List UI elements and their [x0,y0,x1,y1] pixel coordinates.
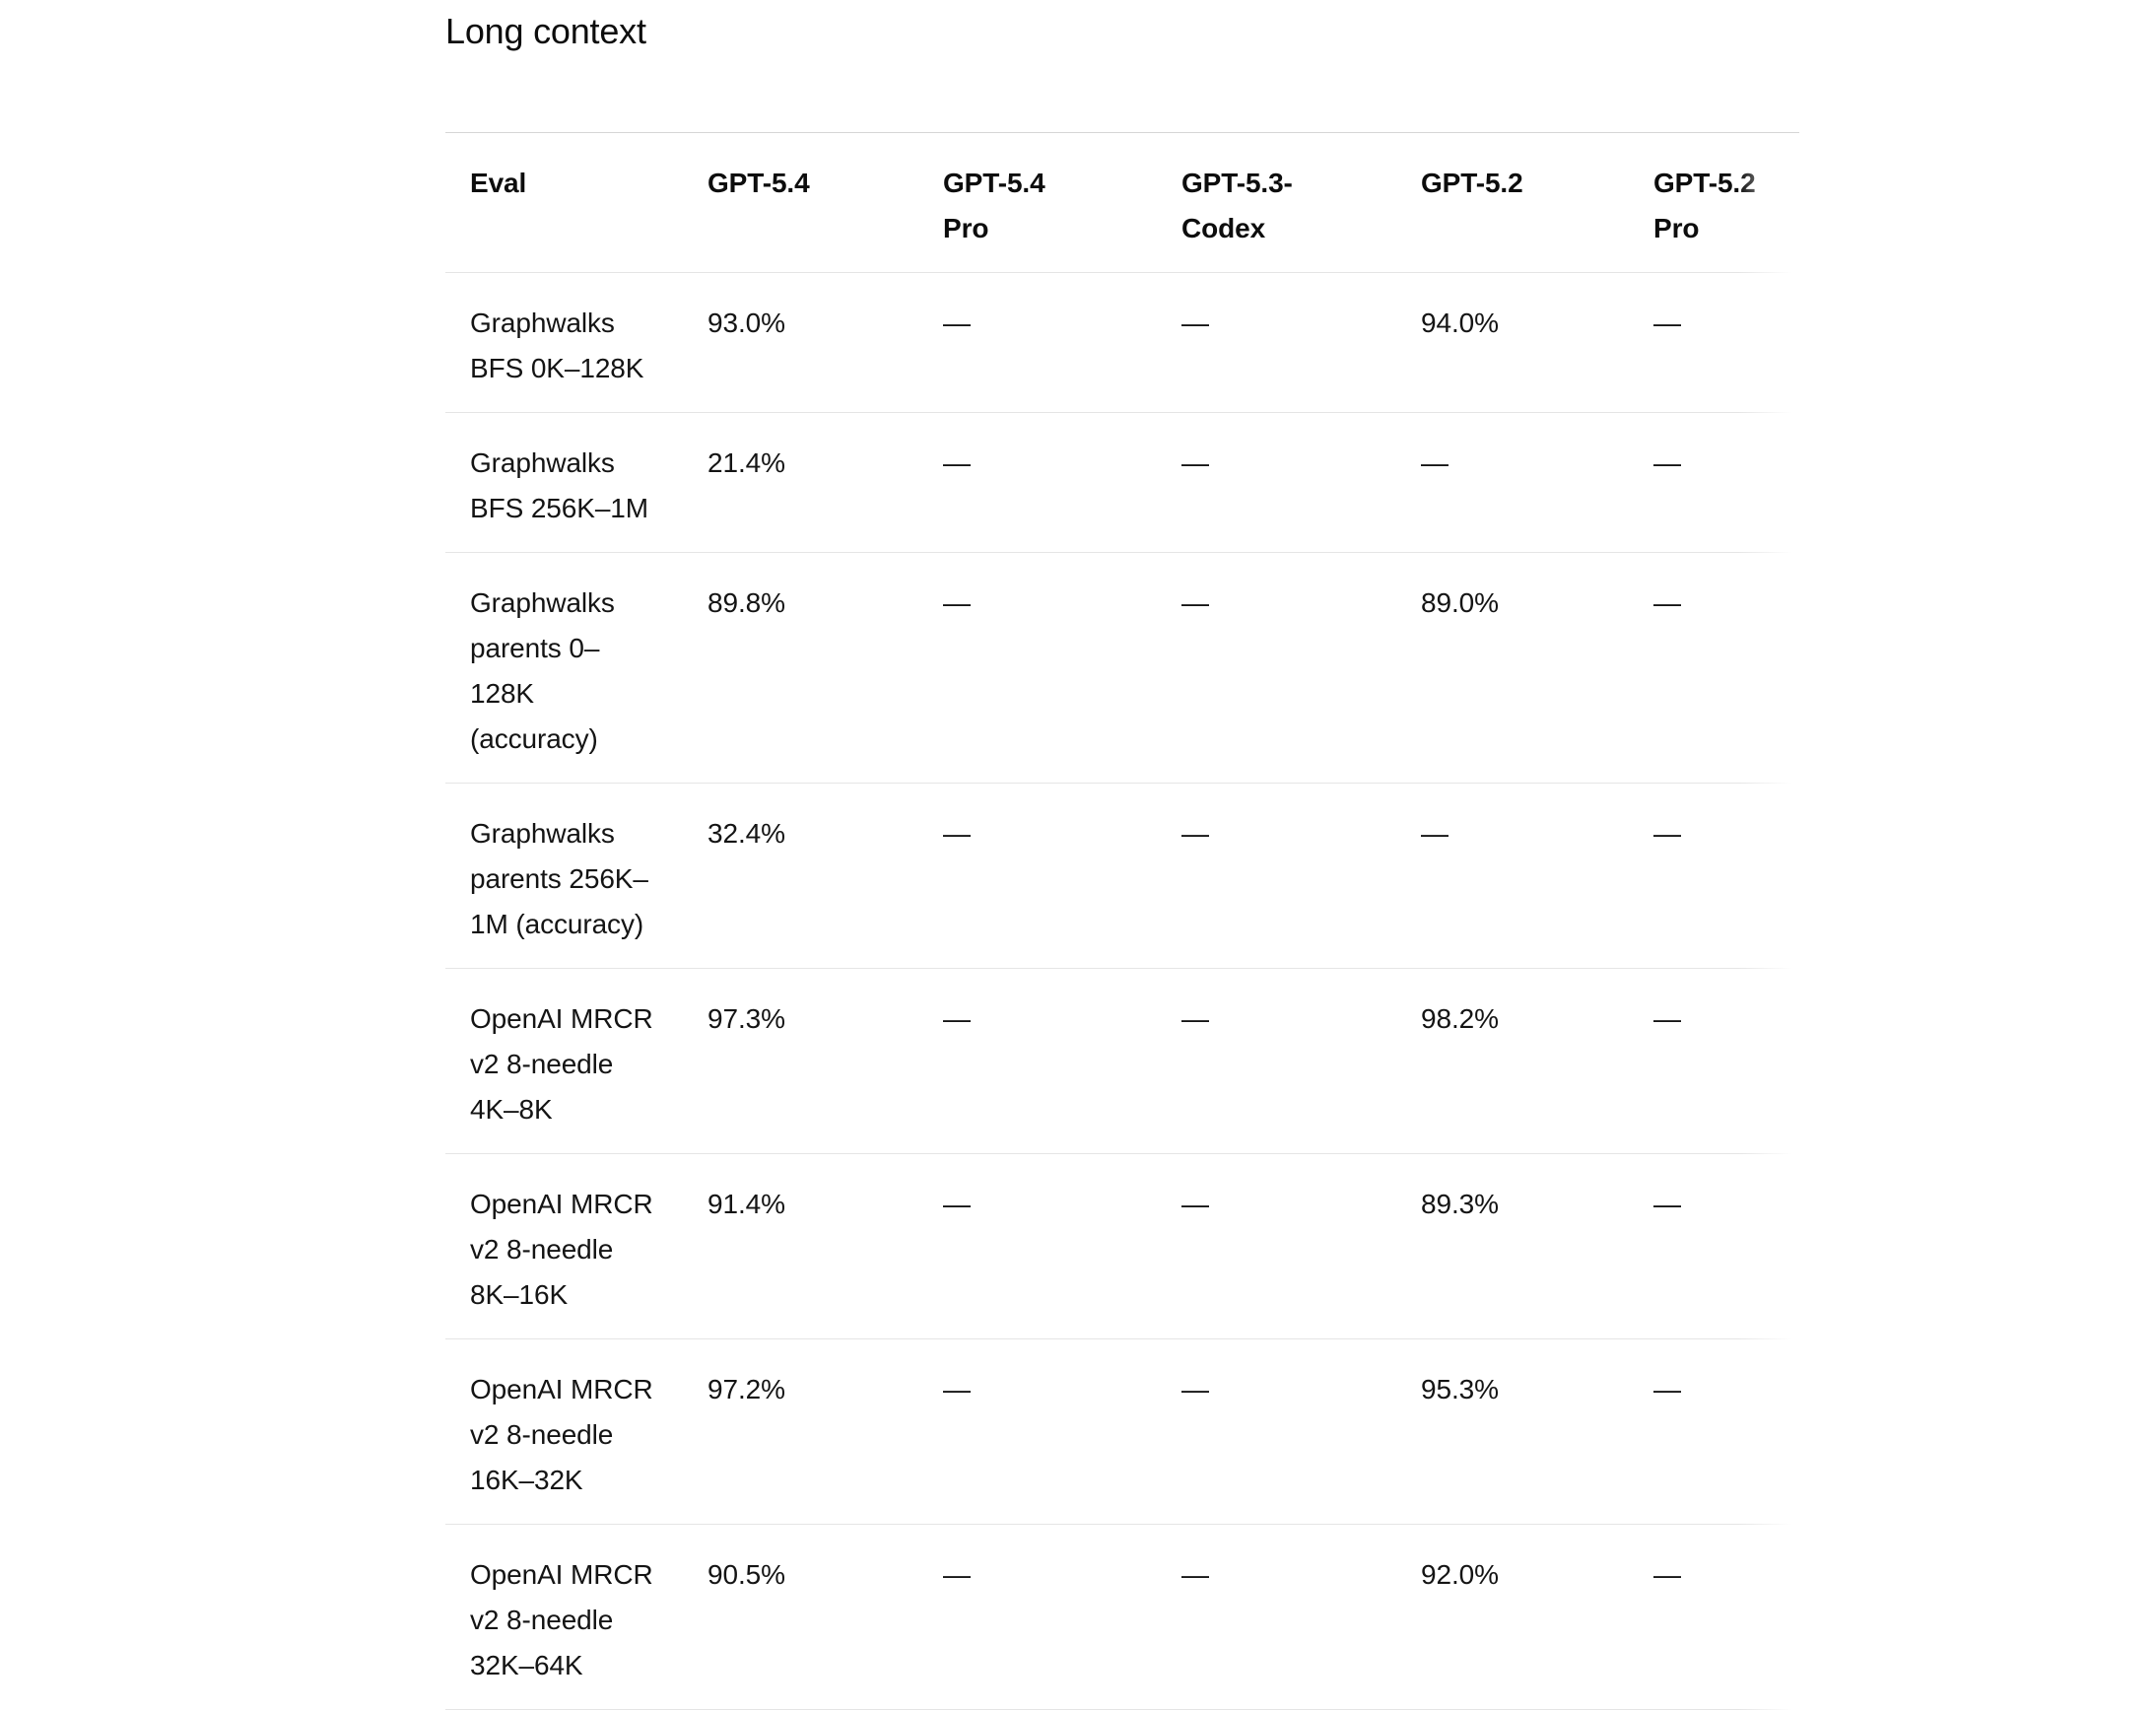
table-row: Graphwalks parents 256K– 1M (accuracy) 32.4… [445,784,1799,969]
value-cell-empty: — [943,587,971,618]
text-line: OpenAI MRCR [470,1189,653,1219]
value-cell-empty: — [943,1189,971,1219]
section-title: Long context [445,11,646,51]
value-cell-empty: — [1181,1559,1209,1590]
table-row: OpenAI MRCR v2 8-needle 32K–64K 90.5% — — 92.0… [445,1525,1799,1710]
value-cell-empty: — [1653,818,1681,849]
value-cell-empty: — [943,1003,971,1034]
value-cell-empty: — [1181,1189,1209,1219]
value-cell: 92.0% [1421,1559,1499,1590]
text-line: parents 256K– [470,863,648,894]
value-cell-empty: — [1181,1003,1209,1034]
value-cell-empty: — [1653,587,1681,618]
table-header-row: Eval GPT-5.4 GPT-5.4 Pro GPT-5.3- Codex GPT-5.… [445,133,1799,273]
value-cell-empty: — [1653,1003,1681,1034]
text-line: Eval [470,168,527,198]
text-line: BFS 0K–128K [470,353,644,383]
column-header-gpt-5-3-codex: GPT-5.3- Codex [1157,133,1396,272]
text-line: Graphwalks [470,587,615,618]
value-cell: 89.0% [1421,587,1499,618]
table-row: OpenAI MRCR v2 8-needle 16K–32K 97.2% — — 95.3… [445,1339,1799,1525]
text-line: OpenAI MRCR [470,1559,653,1590]
value-cell-empty: — [1653,447,1681,478]
text-line: v2 8-needle [470,1049,614,1079]
eval-label: Graphwalks parents 0– 128K (accuracy) [445,553,683,783]
value-cell-empty: — [1181,308,1209,338]
value-cell-empty: — [1653,1374,1681,1404]
value-cell-empty: — [1653,308,1681,338]
value-cell: 89.3% [1421,1189,1499,1219]
value-cell-empty: — [1181,818,1209,849]
value-cell: 21.4% [707,447,785,478]
text-line: Graphwalks [470,308,615,338]
column-header-gpt-5-2-pro: GPT-5.2 Pro [1629,133,1799,272]
text-line: GPT-5.2 [1421,168,1523,198]
text-line: v2 8-needle [470,1605,614,1635]
column-header-gpt-5-4-pro: GPT-5.4 Pro [918,133,1157,272]
text-line: GPT-5.2 [1653,168,1756,198]
text-line: v2 8-needle [470,1234,614,1265]
table-row: OpenAI MRCR v2 8-needle 8K–16K 91.4% — — 89.3%… [445,1154,1799,1339]
eval-label: Graphwalks BFS 256K–1M [445,413,683,552]
eval-label: Graphwalks parents 256K– 1M (accuracy) [445,784,683,968]
value-cell: 95.3% [1421,1374,1499,1404]
value-cell-empty: — [1181,587,1209,618]
value-cell-empty: — [943,447,971,478]
column-header-gpt-5-2: GPT-5.2 [1396,133,1629,272]
column-header-gpt-5-4: GPT-5.4 [683,133,918,272]
text-line: Pro [943,213,989,243]
text-line: 8K–16K [470,1279,569,1310]
table-row: OpenAI MRCR v2 8-needle 4K–8K 97.3% — — 98.2% — [445,969,1799,1154]
value-cell: 93.0% [707,308,785,338]
text-line: GPT-5.3- [1181,168,1293,198]
text-line: Pro [1653,213,1700,243]
eval-results-table: Eval GPT-5.4 GPT-5.4 Pro GPT-5.3- Codex GPT-5.… [445,132,1799,1711]
eval-label: OpenAI MRCR v2 8-needle 4K–8K [445,969,683,1153]
text-line: Codex [1181,213,1266,243]
table-row: Graphwalks BFS 0K–128K 93.0% — — 94.0% — [445,273,1799,413]
value-cell: 32.4% [707,818,785,849]
table-row: Graphwalks BFS 256K–1M 21.4% — — — — [445,413,1799,553]
value-cell-empty: — [943,1374,971,1404]
text-line: 128K [470,678,534,709]
value-cell-empty: — [943,818,971,849]
value-cell-empty: — [943,308,971,338]
value-cell-empty: — [1421,447,1449,478]
value-cell-empty: — [1653,1559,1681,1590]
text-line: GPT-5.4 [707,168,810,198]
column-header-eval: Eval [445,133,683,272]
eval-label: OpenAI MRCR v2 8-needle 8K–16K [445,1154,683,1338]
table-row: Graphwalks parents 0– 128K (accuracy) 89.8% —… [445,553,1799,784]
value-cell-empty: — [1653,1189,1681,1219]
text-line: Graphwalks [470,447,615,478]
value-cell-empty: — [1421,818,1449,849]
text-line: BFS 256K–1M [470,493,648,523]
text-line: 1M (accuracy) [470,909,644,939]
value-cell-empty: — [943,1559,971,1590]
eval-label: OpenAI MRCR v2 8-needle 16K–32K [445,1339,683,1524]
value-cell: 98.2% [1421,1003,1499,1034]
value-cell: 97.2% [707,1374,785,1404]
text-line: OpenAI MRCR [470,1003,653,1034]
table-body: Graphwalks BFS 0K–128K 93.0% — —94.0% — Graphw… [445,273,1799,1710]
text-line: 32K–64K [470,1650,583,1680]
value-cell: 89.8% [707,587,785,618]
value-cell: 90.5% [707,1559,785,1590]
text-line: Graphwalks [470,818,615,849]
eval-label: Graphwalks BFS 0K–128K [445,273,683,412]
text-line: OpenAI MRCR [470,1374,653,1404]
text-line: parents 0– [470,633,600,663]
value-cell: 91.4% [707,1189,785,1219]
value-cell-empty: — [1181,1374,1209,1404]
text-line: v2 8-needle [470,1419,614,1450]
value-cell-empty: — [1181,447,1209,478]
text-line: 16K–32K [470,1465,583,1495]
long-context-section: Long context Eval GPT-5.4 GPT-5.4 Pro GPT-5.… [445,10,1799,1711]
value-cell: 97.3% [707,1003,785,1034]
text-line: 4K–8K [470,1094,553,1125]
value-cell: 94.0% [1421,308,1499,338]
text-line: GPT-5.4 [943,168,1045,198]
eval-label: OpenAI MRCR v2 8-needle 32K–64K [445,1525,683,1709]
text-line: (accuracy) [470,723,598,754]
